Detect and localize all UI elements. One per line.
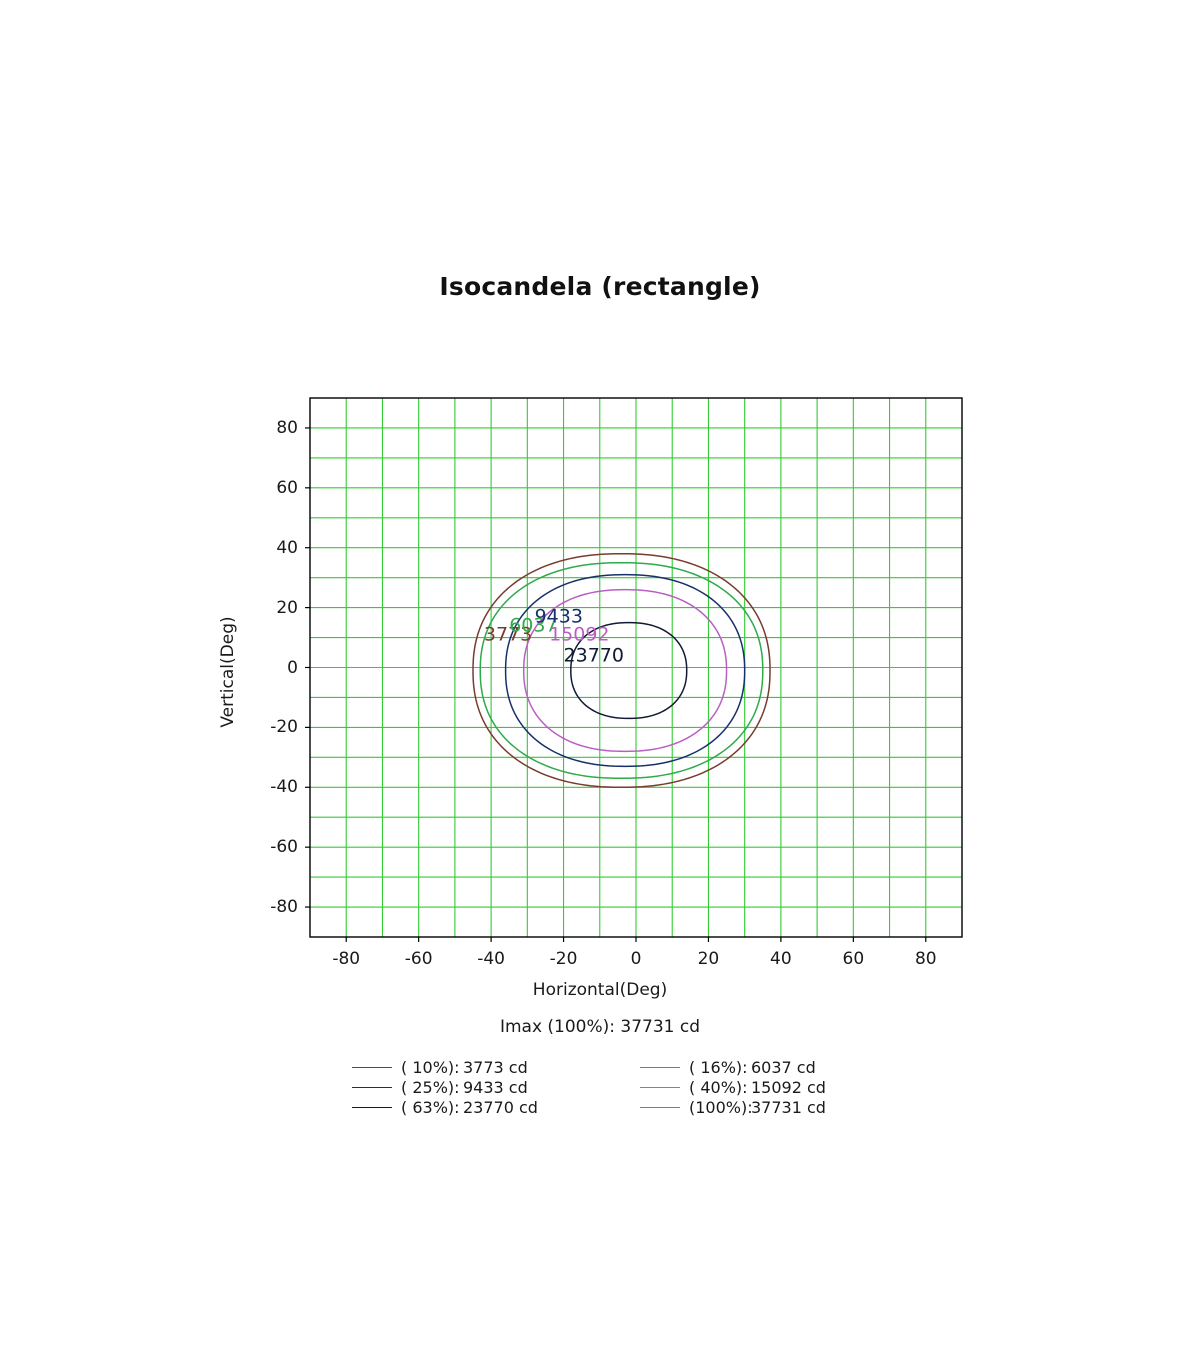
legend-item: ( 16%): 6037 cd <box>640 1058 816 1077</box>
legend-column-right: ( 16%): 6037 cd( 40%): 15092 cd (100%):377… <box>640 1058 826 1118</box>
contour-label-10: 3773 <box>484 624 532 646</box>
legend-swatch-icon <box>352 1067 392 1068</box>
legend-item: ( 40%): 15092 cd <box>640 1078 826 1097</box>
y-tick-label: -60 <box>270 837 298 858</box>
x-tick-label: 60 <box>842 949 865 969</box>
legend-percent: ( 16%): <box>689 1058 748 1077</box>
contour-layer <box>472 552 771 789</box>
y-tick-label: 60 <box>276 477 298 498</box>
x-tick-label: 80 <box>914 949 937 969</box>
legend-percent: (100%): <box>689 1098 753 1117</box>
legend-swatch-icon <box>640 1107 680 1108</box>
contour-label-25: 9433 <box>535 606 583 628</box>
plot-border <box>309 397 963 938</box>
contour-line-40 <box>522 588 728 753</box>
legend-item: ( 10%): 3773 cd <box>352 1058 528 1077</box>
contour-label-63: 23770 <box>564 645 624 667</box>
legend-column-left: ( 10%): 3773 cd( 25%): 9433 cd( 63%): 237… <box>352 1058 538 1118</box>
legend-value: 23770 cd <box>463 1098 538 1117</box>
legend-value: 6037 cd <box>751 1058 816 1077</box>
legend-swatch-icon <box>352 1087 392 1088</box>
legend-label: ( 40%): 15092 cd <box>689 1078 826 1097</box>
contour-line-16 <box>479 561 764 780</box>
legend-value: 9433 cd <box>463 1078 528 1097</box>
imax-label: Imax (100%): 37731 cd <box>499 1017 701 1037</box>
legend-item: ( 25%): 9433 cd <box>352 1078 528 1097</box>
y-tick-label: -40 <box>270 777 298 798</box>
x-tick-label: 0 <box>630 949 642 969</box>
x-tick-label: 20 <box>697 949 720 969</box>
y-tick-label: 80 <box>276 417 298 438</box>
legend-percent: ( 40%): <box>689 1078 748 1097</box>
x-tick-label: -80 <box>332 949 361 969</box>
contour-label-40: 15092 <box>549 624 609 646</box>
x-tick-label: 40 <box>770 949 792 969</box>
y-tick-label: 40 <box>276 537 298 558</box>
legend-percent: ( 10%): <box>401 1058 460 1077</box>
legend-percent: ( 25%): <box>401 1078 460 1097</box>
legend-swatch-icon <box>640 1087 680 1088</box>
legend-swatch-icon <box>352 1107 392 1108</box>
contour-line-63 <box>570 621 688 720</box>
y-tick-label: -20 <box>270 717 298 738</box>
legend-label: ( 63%): 23770 cd <box>401 1098 538 1117</box>
x-tick-label: -40 <box>477 949 505 969</box>
legend-label: ( 10%): 3773 cd <box>401 1058 528 1077</box>
legend-value: 15092 cd <box>751 1078 826 1097</box>
y-tick-label: -80 <box>270 897 298 918</box>
legend-label: (100%):37731 cd <box>689 1098 826 1117</box>
y-tick-label: 20 <box>276 597 298 618</box>
y-tick-label: 0 <box>287 657 298 678</box>
x-tick-label: -20 <box>549 949 578 969</box>
legend-value: 3773 cd <box>463 1058 528 1077</box>
legend-swatch-icon <box>640 1067 680 1068</box>
x-axis-label: Horizontal(Deg) <box>532 980 668 1000</box>
legend-label: ( 25%): 9433 cd <box>401 1078 528 1097</box>
legend-item: (100%):37731 cd <box>640 1098 826 1117</box>
contour-line-10 <box>472 552 771 789</box>
grid-layer <box>305 398 962 942</box>
legend-label: ( 16%): 6037 cd <box>689 1058 816 1077</box>
legend-item: ( 63%): 23770 cd <box>352 1098 538 1117</box>
page-title: Isocandela (rectangle) <box>439 272 761 301</box>
x-tick-label: -60 <box>404 949 433 969</box>
legend-percent: ( 63%): <box>401 1098 460 1117</box>
y-axis-label: Vertical(Deg) <box>218 616 238 728</box>
contour-line-25 <box>504 573 746 768</box>
contour-label-16: 6037 <box>509 615 557 637</box>
legend-value: 37731 cd <box>751 1098 826 1117</box>
